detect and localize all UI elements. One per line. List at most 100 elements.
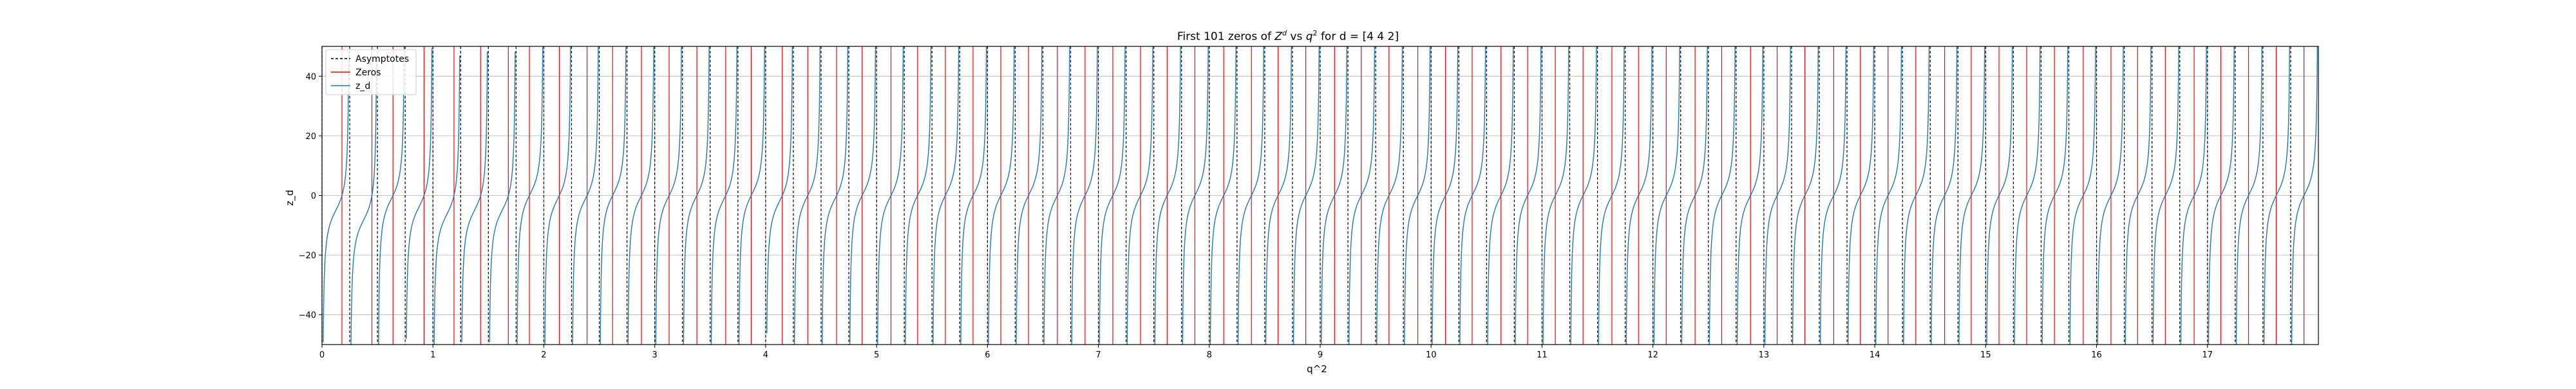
curve-branch-11 (627, 46, 654, 345)
x-tick-label-8: 8 (1207, 350, 1212, 360)
legend-zeros-label: Zeros (355, 68, 381, 78)
curve-branch-1 (350, 61, 377, 345)
curve-branch-17 (793, 46, 821, 345)
curve-branch-65 (2125, 46, 2152, 345)
curve-branch-63 (2069, 46, 2096, 345)
curve-branch-4 (433, 55, 460, 345)
curve-branch-34 (1265, 46, 1292, 345)
curve-branch-7 (516, 46, 544, 345)
curve-branch-16 (766, 46, 793, 334)
curve-branch-62 (2041, 46, 2069, 345)
x-tick-label-0: 0 (319, 350, 325, 360)
x-tick-label-1: 1 (430, 350, 435, 360)
y-tick-label-2: 0 (311, 192, 316, 202)
curve-branch-69 (2235, 46, 2262, 345)
x-ticks: 0 1 2 3 4 5 6 7 8 9 10 11 12 13 14 15 16 17 (319, 345, 2213, 360)
curve-branch-36 (1320, 46, 1348, 345)
x-tick-label-12: 12 (1647, 350, 1658, 360)
curve-branch-54 (1819, 46, 1847, 345)
curve-branch-15 (738, 46, 765, 345)
curve-branch-71 (2291, 46, 2318, 345)
legend-box (325, 49, 417, 95)
asymptote-lines (321, 46, 2291, 345)
curve-branch-44 (1542, 46, 1569, 345)
y-tick-label-4: 40 (305, 72, 316, 82)
curve-branch-43 (1515, 46, 1542, 345)
curve-branch-67 (2180, 46, 2207, 345)
curve-branch-33 (1237, 46, 1264, 345)
legend-asymptotes-label: Asymptotes (355, 54, 409, 64)
x-tick-label-5: 5 (874, 350, 879, 360)
x-tick-label-16: 16 (2091, 350, 2102, 360)
y-tick-label-1: −20 (299, 251, 316, 261)
x-tick-label-2: 2 (541, 350, 546, 360)
curve-branch-37 (1348, 46, 1376, 345)
curve-branch-39 (1404, 46, 1431, 345)
x-tick-label-9: 9 (1318, 350, 1323, 360)
curve-branch-12 (655, 46, 682, 345)
legend: Asymptotes Zeros z_d (325, 49, 417, 95)
x-tick-label-17: 17 (2202, 350, 2213, 360)
curve-branch-31 (1182, 46, 1209, 345)
curve-branch-59 (1958, 46, 1985, 345)
curve-branch-46 (1598, 46, 1625, 345)
curve-branch-8 (544, 46, 571, 345)
curve-branch-68 (2208, 46, 2235, 345)
curve-branch-22 (933, 46, 960, 345)
curve-branch-41 (1459, 46, 1486, 345)
curve-branch-6 (489, 51, 516, 343)
x-tick-label-15: 15 (1980, 350, 1991, 360)
y-ticks: −40 −20 0 20 40 (299, 72, 322, 321)
curve-branch-2 (378, 46, 405, 345)
curve-branch-55 (1847, 46, 1875, 345)
curve-branch-50 (1709, 46, 1736, 345)
curve-branch-5 (461, 51, 488, 343)
curve-branch-35 (1293, 46, 1320, 345)
curve-branch-38 (1376, 46, 1403, 345)
curve-branch-51 (1736, 46, 1763, 345)
curve-branch-45 (1570, 46, 1597, 345)
curve-branch-23 (960, 46, 987, 345)
curve-branch-10 (600, 46, 627, 345)
x-axis-label: q^2 (1307, 363, 1327, 375)
y-tick-label-3: 20 (305, 132, 316, 142)
curve-branch-70 (2263, 46, 2290, 345)
curve-branch-49 (1681, 46, 1708, 345)
curve-branch-28 (1099, 46, 1126, 345)
x-tick-label-14: 14 (1870, 350, 1880, 360)
curve-branch-21 (905, 46, 932, 345)
curve-branch-56 (1875, 46, 1902, 345)
x-tick-label-6: 6 (985, 350, 990, 360)
curve-branch-29 (1126, 46, 1153, 345)
z-d-curve (323, 46, 2318, 345)
curve-branch-13 (683, 46, 710, 345)
x-tick-label-13: 13 (1759, 350, 1770, 360)
curve-branch-27 (1071, 46, 1098, 345)
curve-branch-47 (1625, 46, 1653, 345)
curve-branch-48 (1653, 46, 1680, 345)
y-axis-label: z_d (284, 190, 296, 206)
y-tick-label-0: −40 (299, 311, 316, 321)
curve-branch-64 (2097, 46, 2124, 345)
curve-branch-24 (988, 46, 1015, 345)
curve-branch-18 (821, 46, 849, 345)
curve-branch-32 (1209, 46, 1236, 345)
x-tick-label-3: 3 (652, 350, 658, 360)
curve-branch-42 (1487, 46, 1514, 345)
curve-branch-0 (323, 51, 350, 343)
curve-branch-14 (710, 46, 737, 345)
curve-branch-60 (1986, 46, 2013, 345)
curve-branch-3 (406, 48, 433, 339)
curve-branch-26 (1043, 46, 1070, 345)
curve-branch-9 (572, 46, 599, 345)
curve-branch-19 (849, 46, 876, 345)
curve-branch-30 (1154, 46, 1181, 345)
curve-branch-40 (1432, 46, 1459, 345)
curve-branch-66 (2152, 46, 2179, 345)
x-tick-label-11: 11 (1537, 350, 1548, 360)
curve-branch-61 (2014, 46, 2041, 345)
curve-branch-52 (1764, 46, 1791, 345)
